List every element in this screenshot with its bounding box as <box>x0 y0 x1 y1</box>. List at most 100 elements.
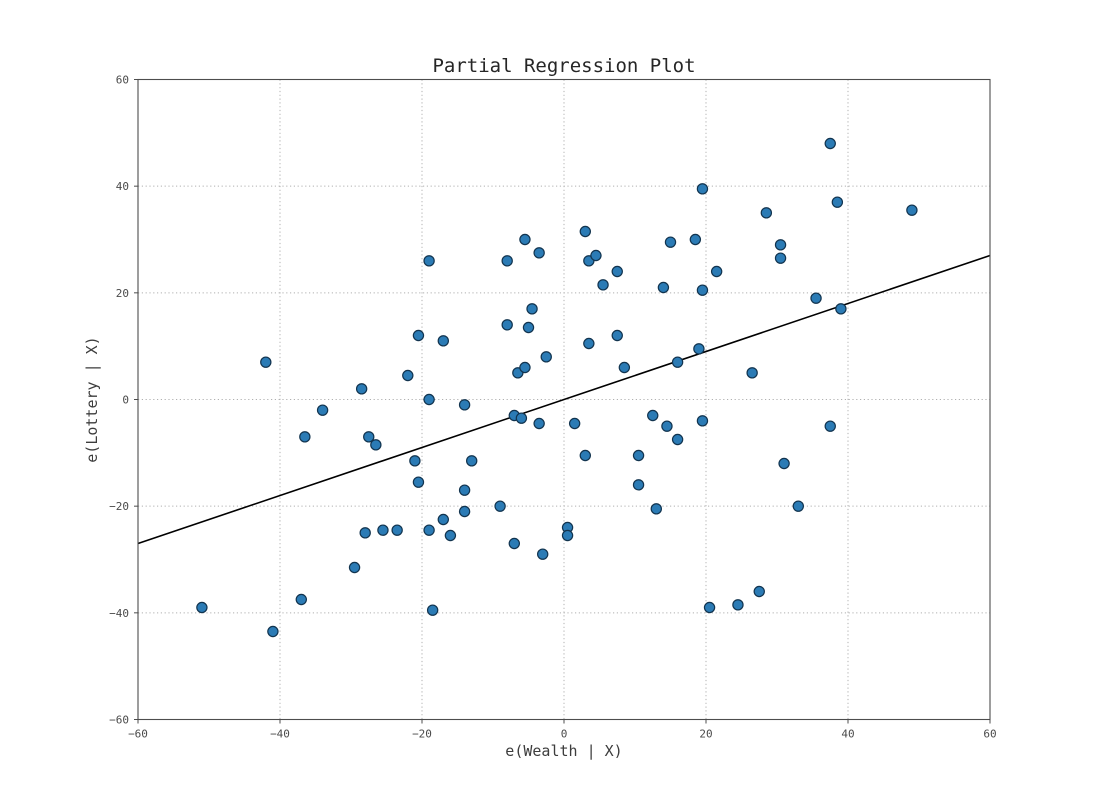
scatter-point <box>568 417 581 430</box>
plot-frame <box>137 78 991 721</box>
scatter-point <box>412 476 425 488</box>
scatter-point <box>671 356 684 368</box>
scatter-point <box>664 236 677 248</box>
chart-title: Partial Regression Plot <box>432 55 695 77</box>
scatter-point <box>377 524 389 536</box>
scatter-point <box>831 196 844 208</box>
scatter-point <box>732 599 744 611</box>
tick-labels: −60 −40 −20 0 20 40 60 −60 −40 −20 0 20 40 60 <box>109 74 997 741</box>
scatter-point <box>508 537 520 550</box>
scatter-point <box>710 265 723 278</box>
scatter-point <box>295 593 307 606</box>
scatter-point <box>703 601 716 614</box>
scatter-point <box>835 303 847 315</box>
scatter-point <box>597 279 609 291</box>
scatter-point <box>458 505 471 518</box>
scatter-point <box>437 513 449 526</box>
scatter-point <box>537 548 549 560</box>
scatter-point <box>519 233 531 246</box>
scatter-point <box>696 415 709 427</box>
y-tick-label: 60 <box>116 74 129 87</box>
scatter-point <box>316 404 329 416</box>
scatter-points <box>196 137 918 638</box>
scatter-point <box>540 351 552 363</box>
scatter-point <box>526 303 538 315</box>
x-tick-label: −60 <box>128 728 148 741</box>
scatter-point <box>671 433 684 446</box>
scatter-point <box>824 420 836 432</box>
scatter-point <box>299 431 311 443</box>
regression-line <box>137 254 991 545</box>
y-tick-label: 40 <box>116 180 129 193</box>
scatter-point <box>348 561 361 574</box>
scatter-point <box>501 319 513 331</box>
scatter-point <box>412 329 425 342</box>
scatter-point <box>810 292 822 304</box>
scatter-point <box>824 137 836 150</box>
scatter-point <box>458 399 471 411</box>
scatter-point <box>561 529 574 542</box>
x-tick-label: −40 <box>270 728 290 741</box>
scatter-point <box>760 207 773 219</box>
scatter-point <box>359 527 371 539</box>
scatter-point <box>689 233 702 246</box>
scatter-point <box>494 500 506 512</box>
scatter-point <box>196 601 208 614</box>
x-axis-label: e(Wealth | X) <box>505 742 622 760</box>
y-tick-label: 0 <box>122 394 129 407</box>
scatter-point <box>423 255 435 267</box>
scatter-point <box>746 367 758 379</box>
scatter-point <box>444 529 457 542</box>
scatter-point <box>267 625 279 638</box>
scatter-point <box>792 500 805 512</box>
scatter-point <box>515 412 528 424</box>
scatter-point <box>579 449 592 462</box>
scatter-point <box>519 361 531 374</box>
scatter-point <box>632 479 645 491</box>
scatter-point <box>618 361 631 374</box>
axis-ticks <box>134 79 991 724</box>
x-tick-label: 0 <box>561 728 568 741</box>
scatter-point <box>355 383 368 395</box>
scatter-point <box>370 439 382 451</box>
y-tick-label: −40 <box>109 607 129 620</box>
scatter-point <box>458 484 471 496</box>
y-tick-label: −60 <box>109 714 129 727</box>
scatter-point <box>426 604 439 616</box>
scatter-point <box>774 239 787 251</box>
scatter-point <box>657 281 670 294</box>
scatter-point <box>533 417 545 430</box>
scatter-point <box>590 249 602 262</box>
scatter-point <box>437 335 449 347</box>
scatter-point <box>661 420 673 432</box>
scatter-point <box>906 204 918 216</box>
scatter-point <box>650 503 663 515</box>
x-tick-label: 20 <box>699 728 712 741</box>
scatter-point <box>522 321 535 334</box>
scatter-point <box>402 369 414 382</box>
y-tick-label: 20 <box>116 287 129 300</box>
scatter-point <box>778 457 790 470</box>
scatter-point <box>696 284 709 296</box>
scatter-point <box>391 524 403 536</box>
scatter-point <box>753 585 765 598</box>
scatter-point <box>611 329 623 342</box>
scatter-point <box>409 455 421 467</box>
scatter-point <box>632 449 645 462</box>
scatter-point <box>583 337 595 350</box>
scatter-point <box>423 524 435 536</box>
y-axis-label: e(Lottery | X) <box>83 336 101 462</box>
scatter-point <box>696 183 709 195</box>
y-tick-label: −20 <box>109 500 129 513</box>
x-tick-label: 40 <box>841 728 854 741</box>
scatter-point <box>693 343 705 355</box>
scatter-point <box>533 247 545 259</box>
scatter-point <box>423 393 435 406</box>
scatter-point <box>611 265 623 278</box>
scatter-point <box>363 431 375 443</box>
scatter-point <box>774 252 787 264</box>
x-tick-label: −20 <box>412 728 432 741</box>
